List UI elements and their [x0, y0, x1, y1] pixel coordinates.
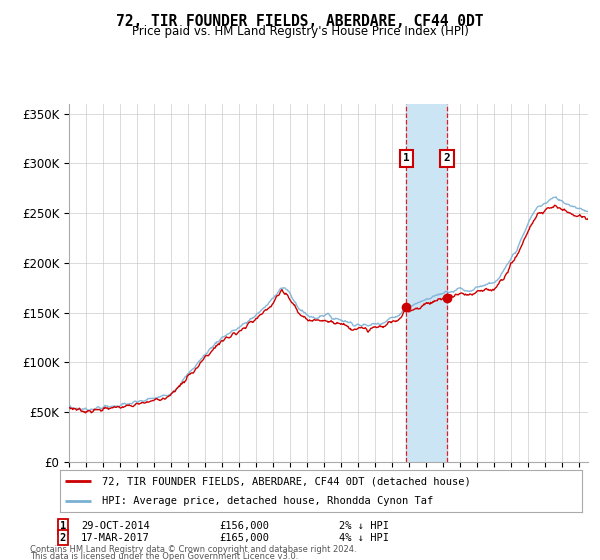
Text: 4% ↓ HPI: 4% ↓ HPI [339, 533, 389, 543]
Text: £165,000: £165,000 [219, 533, 269, 543]
Text: 2: 2 [443, 153, 451, 164]
Text: 17-MAR-2017: 17-MAR-2017 [81, 533, 150, 543]
Text: 1: 1 [60, 521, 66, 531]
Text: 29-OCT-2014: 29-OCT-2014 [81, 521, 150, 531]
Text: HPI: Average price, detached house, Rhondda Cynon Taf: HPI: Average price, detached house, Rhon… [102, 497, 433, 506]
Text: 1: 1 [403, 153, 410, 164]
Text: 72, TIR FOUNDER FIELDS, ABERDARE, CF44 0DT: 72, TIR FOUNDER FIELDS, ABERDARE, CF44 0… [116, 14, 484, 29]
Text: 2: 2 [60, 533, 66, 543]
Text: 2% ↓ HPI: 2% ↓ HPI [339, 521, 389, 531]
Text: £156,000: £156,000 [219, 521, 269, 531]
Text: 72, TIR FOUNDER FIELDS, ABERDARE, CF44 0DT (detached house): 72, TIR FOUNDER FIELDS, ABERDARE, CF44 0… [102, 477, 470, 486]
Text: Contains HM Land Registry data © Crown copyright and database right 2024.: Contains HM Land Registry data © Crown c… [30, 545, 356, 554]
Bar [406, 104, 447, 462]
Text: This data is licensed under the Open Government Licence v3.0.: This data is licensed under the Open Gov… [30, 552, 298, 560]
Text: Price paid vs. HM Land Registry's House Price Index (HPI): Price paid vs. HM Land Registry's House … [131, 25, 469, 38]
